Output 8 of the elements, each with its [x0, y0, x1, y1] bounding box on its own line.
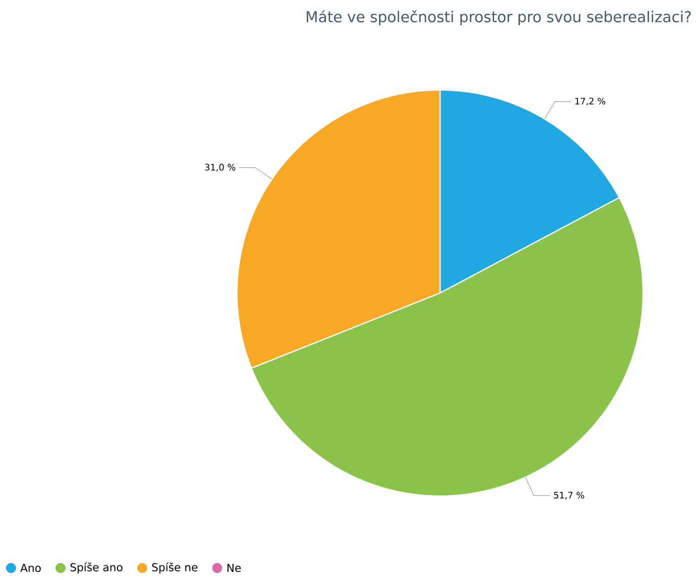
legend-label: Spíše ne: [152, 562, 198, 574]
chart-title: Máte ve společnosti prostor pro svou seberealizaci?: [306, 10, 691, 26]
legend-label: Ano: [20, 564, 41, 572]
legend-label: Spíše ano: [70, 562, 122, 574]
data-label: 51,7 %: [554, 492, 584, 500]
data-label: 31,0 %: [205, 164, 236, 172]
legend-label: Ne: [227, 564, 241, 572]
data-label: 17,2 %: [575, 98, 606, 106]
